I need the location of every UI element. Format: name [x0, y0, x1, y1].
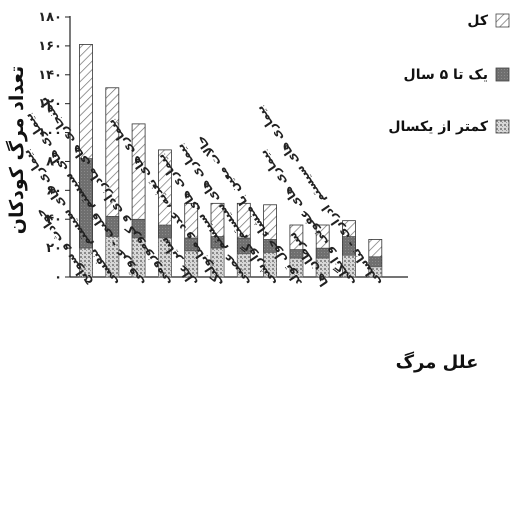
legend-swatch-under1 [495, 119, 510, 134]
y-tick-label: ۰ [54, 270, 62, 285]
y-tick-label: ۱۶۰ [38, 39, 62, 54]
bar-under1 [105, 236, 120, 278]
bar-under1 [184, 250, 198, 278]
bar-under1 [237, 253, 251, 278]
bar-under1 [342, 255, 356, 278]
y-tick-label: ۶۰ [46, 183, 62, 198]
y-tick-label: ۱۸۰ [38, 10, 62, 25]
bar-under1 [315, 257, 330, 278]
y-axis-title: تعداد مرگ کودکان [5, 66, 28, 234]
bar-under1 [263, 252, 277, 278]
bar-under1 [79, 247, 93, 278]
legend-label-1to5: یک تا ۵ سال [404, 67, 488, 83]
x-axis-title: علل مرگ [396, 351, 479, 373]
y-tick-label: ۱۲۰ [38, 97, 62, 112]
bar-under1 [368, 266, 383, 278]
y-tick-label: ۸۰ [46, 154, 62, 169]
bar-under1 [210, 247, 225, 278]
y-tick-label: ۴۰ [46, 212, 62, 227]
bar-under1 [289, 257, 304, 278]
y-tick-label: ۱۴۰ [38, 68, 62, 83]
legend-swatch-total [495, 13, 510, 28]
legend-swatch-1to5 [495, 67, 510, 82]
legend: کل یک تا ۵ سال کمتر از یکسال [388, 13, 510, 135]
bars [79, 44, 383, 278]
bar-1to5 [158, 224, 172, 239]
legend-label-total: کل [467, 13, 488, 29]
y-tick-label: ۲۰ [46, 241, 62, 256]
bar-under1 [131, 237, 146, 278]
legend-label-under1: کمتر از یکسال [388, 119, 488, 135]
y-ticks: ۰ ۲۰ ۴۰ ۶۰ ۸۰ ۱۰۰ ۱۲۰ ۱۴۰ ۱۶۰ ۱۸۰ [38, 10, 70, 285]
bar-under1 [158, 237, 172, 278]
y-tick-label: ۱۰۰ [38, 126, 62, 141]
